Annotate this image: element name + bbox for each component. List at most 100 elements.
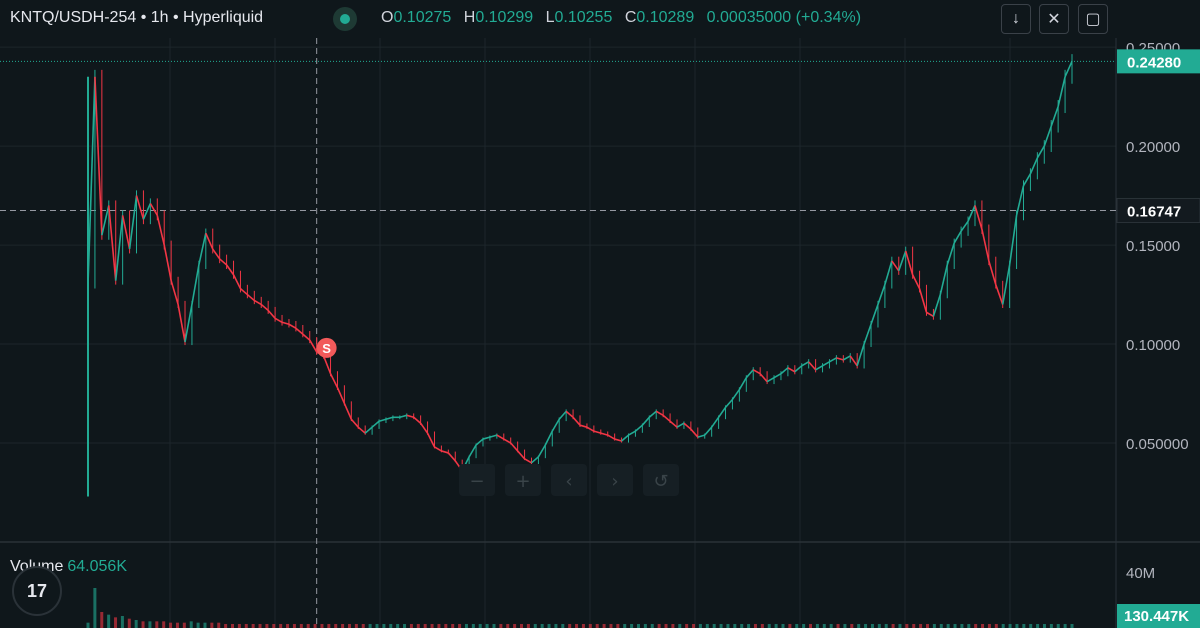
volume-bar (100, 612, 104, 628)
volume-bar (1042, 624, 1046, 628)
price-segment (801, 361, 810, 367)
volume-bar (286, 624, 290, 628)
price-segment (842, 355, 851, 361)
volume-bar (850, 624, 854, 628)
price-segment (350, 418, 359, 428)
price-segment (1029, 157, 1039, 175)
price-segment (815, 365, 823, 371)
price-segment (766, 377, 775, 383)
volume-bar (946, 624, 950, 628)
low-label: L (545, 9, 555, 26)
price-segment (600, 432, 608, 436)
volume-bar (478, 624, 482, 628)
volume-bar (1008, 624, 1012, 628)
volume-bar (169, 622, 173, 628)
price-segment (219, 258, 228, 266)
price-segment (537, 444, 547, 458)
volume-bar (891, 624, 895, 628)
price-segment (530, 456, 539, 464)
volume-bar (382, 624, 386, 628)
price-segment (406, 414, 414, 419)
volume-bar (347, 624, 351, 628)
volume-bar (987, 624, 991, 628)
price-segment (641, 416, 650, 426)
price-segment (232, 274, 242, 289)
high-label: H (463, 9, 476, 26)
price-segment (918, 288, 928, 313)
volume-bar (561, 624, 565, 628)
open-value: 0.10275 (393, 9, 452, 26)
chart-toolbar-button (643, 464, 679, 496)
volume-bar (313, 624, 317, 628)
price-segment (877, 284, 886, 305)
price-segment (711, 416, 720, 428)
volume-bar (196, 622, 200, 628)
chart-toolbar-button (551, 464, 587, 496)
market-status-icon (333, 7, 357, 31)
price-tick-label: 0.10000 (1126, 337, 1180, 354)
price-segment (101, 205, 110, 236)
price-segment (149, 203, 158, 216)
volume-bar (533, 624, 537, 628)
chart-toolbar-glyph: ↺ (653, 471, 668, 492)
symbol-title[interactable]: KNTQ/USDH-254 • 1h • Hyperliquid (10, 9, 264, 26)
volume-bar (905, 624, 909, 628)
volume-bar (575, 624, 579, 628)
price-segment (849, 355, 858, 367)
volume-bar (175, 622, 179, 628)
high-value: 0.10299 (475, 9, 534, 26)
price-segment (738, 377, 748, 390)
collapse-icon[interactable]: ✕ (1039, 4, 1069, 34)
volume-bar (884, 624, 888, 628)
price-segment (648, 410, 657, 418)
close-label: C (624, 9, 637, 26)
volume-bar (636, 624, 640, 628)
price-segment (662, 414, 671, 422)
volume-bar (616, 624, 620, 628)
volume-bar (733, 624, 737, 628)
price-segment (829, 357, 837, 363)
low-value: 0.10255 (554, 9, 613, 26)
price-segment (697, 434, 705, 438)
volume-bar (464, 624, 468, 628)
volume-tick-label: 40M (1126, 565, 1155, 582)
fullscreen-icon[interactable]: ▢ (1078, 4, 1108, 34)
volume-bar (210, 622, 214, 628)
price-segment (565, 410, 574, 418)
price-segment (822, 361, 830, 367)
volume-bar (1001, 624, 1005, 628)
volume-bar (306, 624, 310, 628)
arrow-down-icon[interactable]: ↓ (1001, 4, 1031, 34)
price-segment (690, 428, 699, 438)
volume-bar (1036, 624, 1040, 628)
price-segment (579, 424, 588, 428)
price-segment (128, 195, 138, 250)
volume-bar (705, 624, 709, 628)
price-segment (295, 327, 304, 335)
volume-bar (471, 624, 475, 628)
price-segment (468, 444, 477, 458)
price-segment (745, 369, 754, 379)
volume-bar (809, 624, 813, 628)
price-segment (517, 450, 526, 460)
volume-bar (148, 621, 152, 628)
price-segment (884, 260, 893, 285)
price-segment (752, 369, 761, 375)
volume-bar (836, 624, 840, 628)
volume-bar (932, 624, 936, 628)
chart-toolbar-button (505, 464, 541, 496)
price-segment (1015, 185, 1025, 216)
price-segment (724, 398, 734, 408)
tradingview-logo[interactable]: 17 (12, 566, 62, 616)
price-segment (898, 250, 907, 272)
price-segment (655, 410, 664, 417)
volume-value: 64.056K (67, 558, 127, 575)
price-segment (267, 309, 276, 319)
volume-bar (134, 620, 138, 628)
chart-toolbar-glyph: ‹ (565, 471, 572, 492)
price-segment (787, 367, 796, 373)
volume-bar (994, 624, 998, 628)
volume-bar (244, 624, 248, 628)
price-segment (683, 422, 692, 430)
